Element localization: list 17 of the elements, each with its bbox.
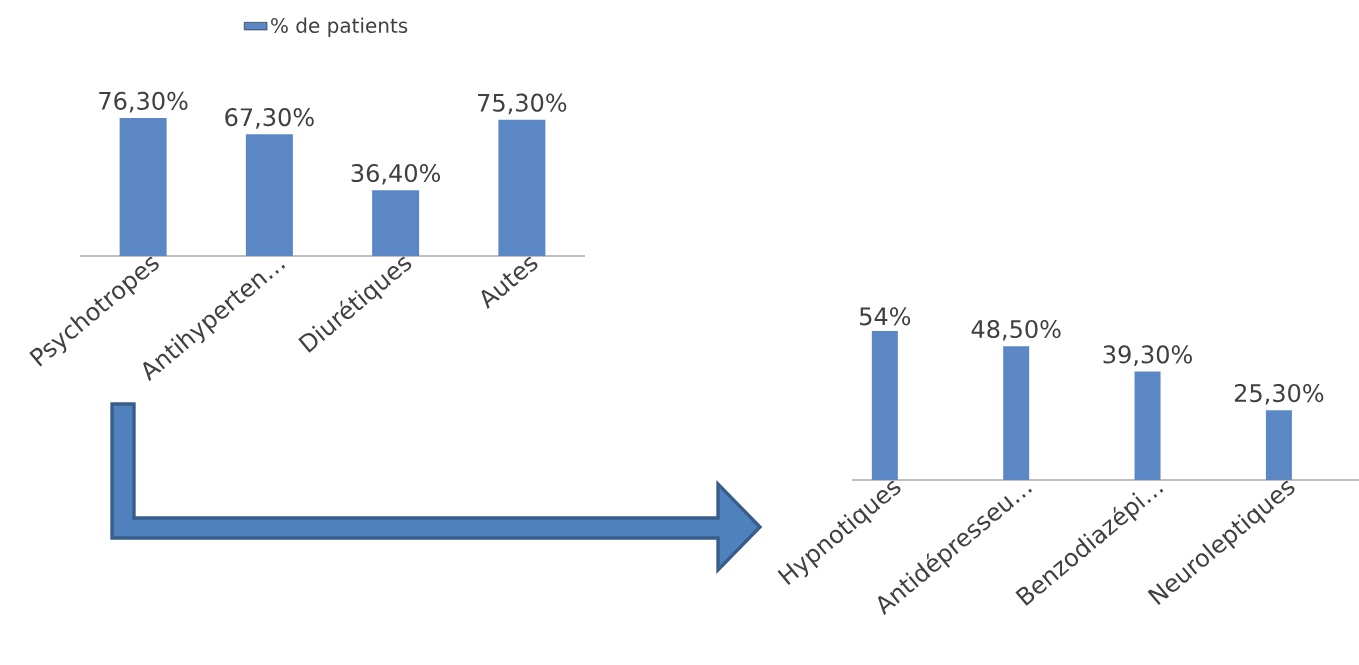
data-label: 36,40%	[351, 163, 441, 185]
data-label: 67,30%	[225, 108, 314, 129]
bar	[1265, 410, 1292, 480]
data-label: 48,50%	[971, 319, 1061, 341]
bar	[1003, 346, 1030, 480]
bar	[1134, 371, 1161, 480]
data-label: 25,30%	[1234, 383, 1324, 405]
legend-label: % de patients	[271, 17, 408, 37]
data-label: 54%	[860, 307, 911, 326]
bar	[245, 134, 293, 256]
bar	[871, 331, 898, 480]
bar	[372, 190, 420, 256]
data-label: 75,30%	[478, 93, 567, 115]
data-label: 39,30%	[1103, 345, 1192, 366]
bar	[498, 119, 546, 256]
data-label: 76,30%	[99, 91, 188, 113]
bar	[119, 118, 167, 256]
